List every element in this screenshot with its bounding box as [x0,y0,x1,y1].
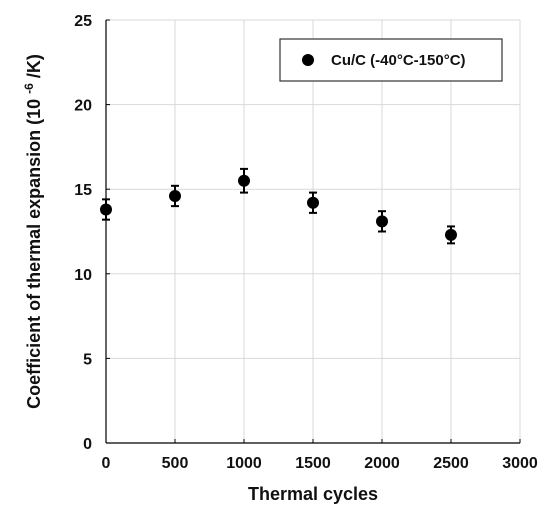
y-axis-title-prefix: Coefficient of thermal expansion (10 [24,99,44,409]
x-tick-label: 500 [162,455,189,472]
y-tick-label: 10 [74,267,92,284]
y-tick-label: 25 [74,13,92,30]
x-tick-label: 2000 [364,455,400,472]
y-axis-title-exponent: -6 [22,83,36,94]
y-tick-label: 5 [83,351,92,368]
data-point [100,203,112,216]
legend-label: Cu/C (-40°C-150°C) [331,52,466,69]
x-axis-title: Thermal cycles [248,484,378,504]
y-tick-label: 20 [74,98,92,115]
data-point [169,189,181,202]
x-tick-label: 3000 [502,455,538,472]
x-tick-label: 0 [102,455,111,472]
legend: Cu/C (-40°C-150°C) [279,38,503,82]
legend-box [279,38,503,82]
y-tick-label: 15 [74,182,92,199]
y-axis-title: Coefficient of thermal expansion (10 -6 … [22,54,44,409]
data-point [307,196,319,209]
legend-marker [302,54,314,66]
x-tick-label: 2500 [433,455,469,472]
y-tick-label: 0 [83,436,92,453]
points-layer [100,167,457,245]
x-tick-label: 1500 [295,455,331,472]
axis-layer: 0 500 1000 1500 2000 2500 3000 0 5 10 15 20 25 [74,13,538,472]
data-point [445,228,457,241]
data-point [238,174,250,187]
x-tick-label: 1000 [226,455,262,472]
grid-layer [105,19,521,444]
data-point [376,215,388,228]
y-axis-title-suffix: /K) [24,54,44,78]
